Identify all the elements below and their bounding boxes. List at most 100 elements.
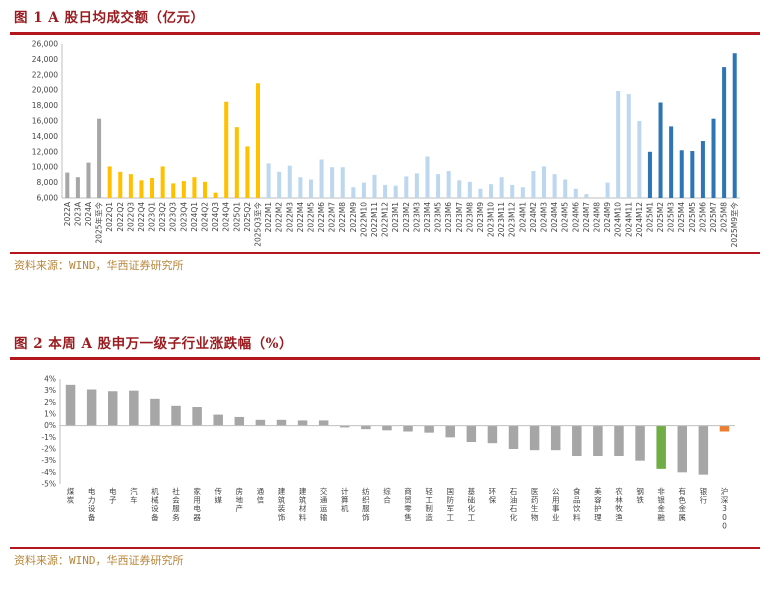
chart1-bar bbox=[647, 151, 652, 198]
chart1-bar bbox=[510, 184, 515, 198]
chart2-x-tick-label: 纺织服饰 bbox=[362, 486, 370, 522]
chart1-bar bbox=[711, 118, 716, 198]
chart1-x-tick-label: 2022M6 bbox=[317, 202, 326, 233]
chart1-bar bbox=[531, 171, 536, 198]
chart2-bar bbox=[550, 425, 561, 451]
chart1-bar bbox=[277, 171, 282, 198]
chart2-x-tick-label: 机械设备 bbox=[151, 486, 159, 522]
chart1-x-tick-label: 2024M12 bbox=[635, 202, 644, 237]
chart1-x-tick-label: 2022M3 bbox=[285, 202, 294, 233]
chart2-x-tick-label: 煤炭 bbox=[67, 486, 75, 505]
chart1-bar bbox=[298, 177, 303, 198]
chart1-y-tick-label: 6,000 bbox=[37, 194, 59, 203]
chart2-bar bbox=[192, 407, 202, 426]
chart2-y-tick-label: 2% bbox=[44, 398, 56, 407]
figure2-title: 图 2 本周 A 股申万一级子行业涨跌幅（%） bbox=[14, 336, 293, 352]
chart1-bar bbox=[563, 179, 568, 198]
chart1-bar bbox=[542, 166, 547, 198]
chart1-bar bbox=[361, 182, 366, 198]
chart1-bar bbox=[107, 166, 112, 198]
chart1-x-tick-label: 2024M2 bbox=[529, 202, 538, 233]
chart1-bar bbox=[478, 188, 483, 198]
chart1-bar bbox=[192, 177, 197, 198]
chart1-y-tick-label: 8,000 bbox=[37, 178, 59, 187]
chart2-x-tick-label: 社会服务 bbox=[172, 486, 180, 522]
chart2-x-tick-label: 通信 bbox=[257, 486, 265, 505]
figure1-top-rule bbox=[10, 32, 760, 35]
chart2-y-tick-label: 1% bbox=[44, 410, 56, 419]
chart2-bar bbox=[635, 425, 645, 461]
chart1-x-tick-label: 2025M7 bbox=[709, 202, 718, 233]
chart1-x-tick-label: 2024M9 bbox=[603, 202, 612, 233]
chart1-bar bbox=[700, 141, 705, 198]
chart2-y-tick-label: -5% bbox=[41, 480, 56, 489]
chart1-bar bbox=[404, 176, 409, 198]
chart1-x-tick-label: 2023M11 bbox=[497, 202, 506, 237]
chart2-x-tick-label: 有色金属 bbox=[679, 486, 687, 522]
chart1-x-tick-label: 2024M8 bbox=[592, 202, 601, 233]
chart1-x-tick-label: 2023M3 bbox=[412, 202, 421, 233]
chart2-bar bbox=[129, 390, 139, 426]
chart1-x-tick-label: 2022M2 bbox=[275, 202, 284, 233]
chart1-bar bbox=[75, 177, 80, 198]
chart1-bar bbox=[446, 171, 451, 198]
chart2-bar bbox=[508, 425, 519, 449]
chart2-bar bbox=[487, 425, 498, 444]
chart1-bar bbox=[255, 83, 260, 198]
chart1-x-tick-label: 2022M12 bbox=[381, 202, 390, 237]
chart2-x-tick-label: 建筑装饰 bbox=[278, 486, 286, 522]
chart1-bar bbox=[499, 177, 504, 198]
chart1-bar bbox=[658, 102, 663, 198]
chart2-bar bbox=[719, 425, 730, 432]
chart1-bar bbox=[150, 177, 155, 198]
chart1-bar bbox=[128, 174, 133, 198]
chart1-x-tick-label: 2025年至今 bbox=[94, 202, 104, 244]
chart1-x-tick-label: 2024M7 bbox=[582, 202, 591, 233]
chart1-y-tick-label: 24,000 bbox=[32, 55, 58, 64]
chart2-bar bbox=[614, 425, 624, 456]
chart1-bar bbox=[436, 174, 441, 198]
chart1-bar bbox=[467, 181, 472, 198]
chart1-bar bbox=[616, 90, 621, 198]
chart2-bar bbox=[466, 425, 477, 442]
chart1-x-tick-label: 2023M7 bbox=[455, 202, 464, 233]
chart2-y-tick-label: -1% bbox=[41, 433, 56, 442]
chart1-x-tick-label: 2022A bbox=[63, 201, 72, 226]
chart2-bar bbox=[318, 420, 329, 426]
chart2-x-tick-label: 石油石化 bbox=[510, 487, 518, 522]
chart2-y-tick-label: -3% bbox=[41, 456, 56, 465]
chart2-x-tick-label: 传媒 bbox=[214, 486, 222, 505]
chart1-x-tick-label: 2022M1 bbox=[264, 202, 273, 233]
chart1-x-tick-label: 2023A bbox=[73, 201, 82, 226]
chart1-x-tick-label: 2023M1 bbox=[391, 202, 400, 233]
chart2-x-tick-label: 建筑材料 bbox=[299, 486, 307, 522]
chart1-bar bbox=[319, 159, 324, 198]
figure1-source: 资料来源：WIND，华西证券研究所 bbox=[14, 259, 184, 272]
chart1-bar bbox=[584, 194, 589, 198]
chart1-x-tick-label: 2025M2 bbox=[656, 202, 665, 233]
chart1-bar bbox=[118, 171, 123, 198]
chart1-y-tick-label: 10,000 bbox=[32, 163, 58, 172]
chart1-x-tick-label: 2024M5 bbox=[561, 202, 570, 233]
chart2-bar bbox=[340, 425, 350, 428]
chart1-bar bbox=[340, 167, 345, 198]
chart1-x-tick-label: 2022M7 bbox=[328, 202, 337, 233]
chart2-bar bbox=[150, 398, 160, 426]
chart1-bar bbox=[171, 183, 176, 198]
chart1-bar bbox=[245, 146, 250, 198]
chart2-bar bbox=[698, 425, 709, 475]
chart2-x-tick-label: 美容护理 bbox=[594, 486, 602, 522]
chart1-x-tick-label: 2024M10 bbox=[614, 202, 623, 237]
chart2-bar bbox=[297, 420, 308, 426]
figure2-source: 资料来源：WIND，华西证券研究所 bbox=[14, 554, 184, 567]
chart1-x-tick-label: 2025M1 bbox=[645, 202, 654, 233]
figure2-top-rule bbox=[10, 357, 760, 360]
chart1-y-tick-label: 14,000 bbox=[32, 132, 58, 141]
chart1-bar bbox=[224, 101, 229, 198]
chart2-bar bbox=[445, 425, 455, 438]
chart1-x-tick-label: 2024M1 bbox=[518, 202, 527, 233]
chart2-x-tick-label: 家用电器 bbox=[193, 486, 201, 522]
chart1-bar bbox=[139, 180, 144, 198]
chart2-bar bbox=[572, 425, 582, 456]
chart2-x-tick-label: 银行 bbox=[700, 487, 708, 505]
